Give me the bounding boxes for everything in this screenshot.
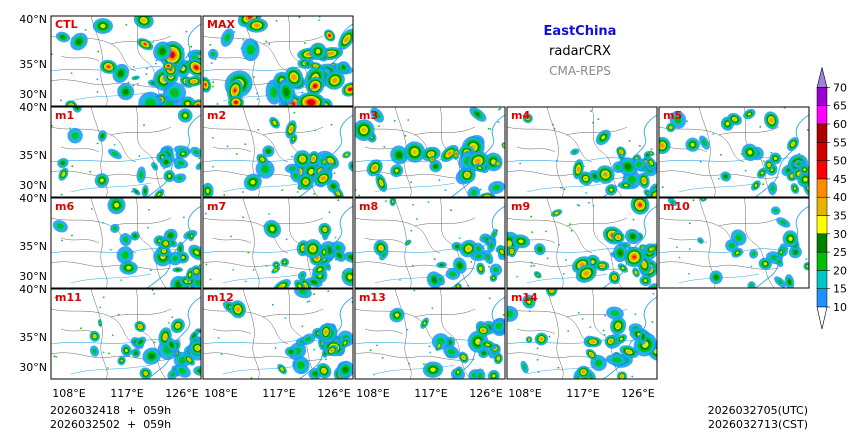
lon-tick-label: 108°E	[52, 387, 85, 400]
panel-label: m10	[663, 200, 690, 213]
colorbar-segment	[816, 288, 828, 308]
valid-time-cst: 2026032713(CST)	[708, 418, 808, 431]
colorbar-tick-label: 35	[833, 210, 847, 223]
map-panel-m11: m11	[50, 288, 202, 380]
colorbar-segment	[816, 123, 828, 143]
lon-tick-label: 117°E	[262, 387, 295, 400]
map-panel-m8: m8	[354, 197, 506, 289]
colorbar-tick-label: 60	[833, 118, 847, 131]
colorbar-segment	[816, 105, 828, 125]
lon-tick-label: 126°E	[317, 387, 350, 400]
lon-tick-label: 108°E	[356, 387, 389, 400]
colorbar: 10 15 20 25 30 35 40 45 50 55 60 65 70	[816, 67, 847, 330]
colorbar-segment	[816, 160, 828, 180]
panel-label: m7	[207, 200, 226, 213]
lat-tick-label: 30°N	[19, 88, 47, 101]
colorbar-tick-label: 25	[833, 246, 847, 259]
map-panel-ctl: CTL	[50, 15, 202, 107]
lat-tick-label: 35°N	[19, 58, 47, 71]
map-panel-m4: m4	[506, 106, 658, 198]
colorbar-tick-label: 50	[833, 155, 847, 168]
colorbar-tick-label: 20	[833, 264, 847, 277]
colorbar-top-arrow	[816, 67, 828, 88]
system-title: CMA-REPS	[549, 64, 611, 78]
colorbar-segment	[816, 178, 828, 198]
colorbar-tick-label: 40	[833, 191, 847, 204]
panel-label: CTL	[55, 18, 78, 31]
map-panel-m12: m12	[202, 288, 354, 380]
lon-tick-label: 126°E	[621, 387, 654, 400]
valid-time-utc: 2026032705(UTC)	[708, 404, 808, 417]
lat-tick-label: 40°N	[19, 101, 47, 114]
lon-tick-label: 117°E	[414, 387, 447, 400]
lat-tick-label: 30°N	[19, 179, 47, 192]
lat-tick-label: 35°N	[19, 331, 47, 344]
region-title: EastChina	[544, 24, 617, 39]
panel-label: m11	[55, 291, 82, 304]
colorbar-segment	[816, 251, 828, 271]
lon-tick-label: 108°E	[508, 387, 541, 400]
map-panel-m7: m7	[202, 197, 354, 289]
panel-label: m1	[55, 109, 74, 122]
lon-tick-label: 117°E	[110, 387, 143, 400]
init-time-line1: 2026032418 + 059h	[50, 404, 171, 417]
panel-label: m2	[207, 109, 226, 122]
panel-label: m5	[663, 109, 682, 122]
lat-tick-label: 35°N	[19, 240, 47, 253]
map-panel-m2: m2	[202, 106, 354, 198]
init-time-line2: 2026032502 + 059h	[50, 418, 171, 431]
lon-tick-label: 108°E	[204, 387, 237, 400]
map-panel-m6: m6	[50, 197, 202, 289]
panel-label: m9	[511, 200, 530, 213]
map-panel-m9: m9	[506, 197, 658, 289]
panel-label: m12	[207, 291, 234, 304]
colorbar-tick-label: 65	[833, 100, 847, 113]
map-panel-m10: m10	[658, 197, 810, 289]
map-panel-m3: m3	[354, 106, 506, 198]
colorbar-segment	[816, 142, 828, 161]
panel-label: m3	[359, 109, 378, 122]
panel-label: m8	[359, 200, 378, 213]
map-panel-m5: m5	[658, 106, 810, 198]
colorbar-segment	[816, 233, 828, 253]
colorbar-tick-label: 70	[833, 81, 847, 94]
lat-tick-label: 35°N	[19, 149, 47, 162]
colorbar-tick-label: 30	[833, 228, 847, 241]
colorbar-tick-label: 45	[833, 173, 847, 186]
map-panel-m14: m14	[506, 288, 658, 380]
colorbar-bottom-arrow	[816, 306, 828, 330]
panel-label: MAX	[207, 18, 235, 31]
lon-tick-label: 126°E	[469, 387, 502, 400]
colorbar-tick-label: 55	[833, 136, 847, 149]
colorbar-tick-label: 15	[833, 283, 847, 296]
panels-layer: CTL MAX m1 m2 m3 m4 m5 m6 m7 m8 m9 m10 m11 m12 m13 m14	[50, 15, 810, 380]
lat-tick-label: 40°N	[19, 13, 47, 26]
colorbar-segment	[816, 215, 828, 235]
panel-label: m13	[359, 291, 386, 304]
lat-tick-label: 30°N	[19, 270, 47, 283]
map-panel-m1: m1	[50, 106, 202, 198]
colorbar-segment	[816, 270, 828, 289]
panel-label: m14	[511, 291, 538, 304]
panel-label: m4	[511, 109, 530, 122]
lat-tick-label: 40°N	[19, 283, 47, 296]
colorbar-segment	[816, 196, 828, 216]
colorbar-segment	[816, 87, 828, 106]
lon-tick-label: 117°E	[566, 387, 599, 400]
lat-tick-label: 30°N	[19, 361, 47, 374]
lat-tick-label: 40°N	[19, 192, 47, 205]
map-panel-m13: m13	[354, 288, 506, 380]
variable-title: radarCRX	[549, 44, 611, 59]
lon-tick-label: 126°E	[165, 387, 198, 400]
map-panel-max: MAX	[202, 15, 354, 107]
panel-label: m6	[55, 200, 74, 213]
colorbar-tick-label: 10	[833, 301, 847, 314]
